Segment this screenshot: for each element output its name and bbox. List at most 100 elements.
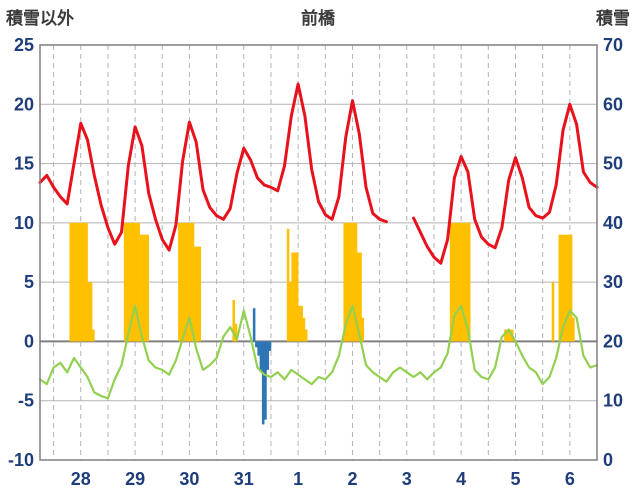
x-axis-day-label: 4	[456, 469, 466, 489]
blue-bar	[252, 308, 256, 342]
orange-bar	[558, 234, 562, 342]
orange-bar	[567, 234, 571, 342]
orange-bar	[508, 329, 512, 342]
left-axis-tick: -5	[18, 391, 34, 411]
orange-bar	[350, 222, 353, 342]
orange-bar	[302, 317, 306, 342]
orange-bar	[449, 222, 453, 342]
orange-bar	[137, 222, 140, 342]
orange-bar	[465, 222, 469, 342]
orange-bar	[128, 222, 131, 342]
blue-bar	[266, 341, 269, 370]
orange-bar	[83, 222, 86, 342]
x-axis-day-label: 30	[179, 469, 199, 489]
left-axis-title: 積雪以外	[6, 9, 74, 28]
orange-bar	[146, 234, 149, 342]
orange-bar	[565, 234, 568, 342]
right-axis-tick: 20	[603, 331, 623, 351]
orange-bar	[130, 222, 134, 342]
blue-bar	[255, 341, 258, 348]
orange-bar	[572, 317, 575, 342]
orange-bar	[454, 222, 457, 342]
orange-bar	[139, 234, 143, 342]
orange-bar	[232, 299, 236, 342]
orange-bar	[289, 282, 292, 342]
orange-bar	[73, 222, 77, 342]
orange-bar	[506, 329, 509, 342]
orange-bar	[456, 222, 460, 342]
plot-border	[39, 44, 598, 461]
x-axis-day-label: 29	[125, 469, 145, 489]
orange-bar	[87, 282, 91, 342]
right-axis-tick: 30	[603, 272, 623, 292]
orange-bar	[560, 234, 564, 342]
orange-bar	[452, 222, 455, 342]
left-axis-tick: 10	[14, 213, 34, 233]
blue-bar	[268, 341, 272, 351]
orange-bar	[461, 222, 464, 342]
orange-bar	[141, 234, 145, 342]
orange-bar	[76, 222, 79, 342]
orange-bar	[300, 305, 303, 342]
orange-bar	[458, 222, 462, 342]
orange-bar	[92, 329, 95, 342]
orange-bar	[144, 234, 147, 342]
orange-bar	[184, 222, 188, 342]
x-axis-day-label: 2	[347, 469, 357, 489]
left-axis-tick: 0	[24, 331, 34, 351]
x-axis-day-label: 1	[293, 469, 303, 489]
right-axis-tick: 40	[603, 213, 623, 233]
orange-bar	[71, 222, 75, 342]
orange-bar	[85, 222, 88, 342]
orange-bar	[361, 317, 365, 342]
x-axis-day-label: 5	[510, 469, 520, 489]
right-axis-tick: 50	[603, 154, 623, 174]
orange-bar	[347, 222, 351, 342]
orange-bar	[189, 222, 193, 342]
right-axis-tick: 70	[603, 35, 623, 55]
right-axis-tick: 0	[603, 450, 613, 470]
orange-bar	[569, 234, 573, 342]
left-axis-tick: 25	[14, 35, 34, 55]
x-axis-day-label: 6	[565, 469, 575, 489]
orange-bar	[187, 222, 190, 342]
right-axis-tick: 10	[603, 391, 623, 411]
orange-bar	[467, 222, 471, 342]
x-axis-day-label: 31	[234, 469, 254, 489]
orange-bar	[123, 222, 127, 342]
x-axis-day-label: 3	[402, 469, 412, 489]
orange-bar	[135, 222, 138, 342]
blue-bar	[259, 341, 263, 373]
orange-bar	[286, 228, 290, 342]
orange-bar	[198, 246, 202, 342]
chart-title: 前橋	[301, 9, 335, 28]
red-line	[38, 82, 599, 265]
orange-bar	[69, 222, 72, 342]
left-axis-tick: 15	[14, 154, 34, 174]
orange-bar	[345, 222, 349, 342]
blue-bar	[261, 341, 265, 425]
orange-bar	[78, 222, 82, 342]
orange-bar	[359, 252, 362, 342]
orange-bar	[126, 222, 129, 342]
orange-bar	[234, 323, 238, 342]
left-axis-tick: 5	[24, 272, 34, 292]
orange-bar	[193, 246, 197, 342]
orange-bar	[563, 234, 566, 342]
green-line	[38, 304, 599, 400]
orange-bar	[356, 252, 360, 342]
right-axis-tick: 60	[603, 94, 623, 114]
orange-bar	[304, 329, 308, 342]
orange-bar	[352, 222, 356, 342]
left-axis-tick: 20	[14, 94, 34, 114]
orange-bar	[182, 222, 186, 342]
orange-bar	[180, 222, 183, 342]
orange-bar	[354, 222, 358, 342]
left-axis-tick: -10	[8, 450, 34, 470]
orange-bar	[132, 222, 136, 342]
orange-bar	[291, 252, 294, 342]
orange-bar	[89, 282, 93, 342]
orange-bar	[80, 222, 84, 342]
